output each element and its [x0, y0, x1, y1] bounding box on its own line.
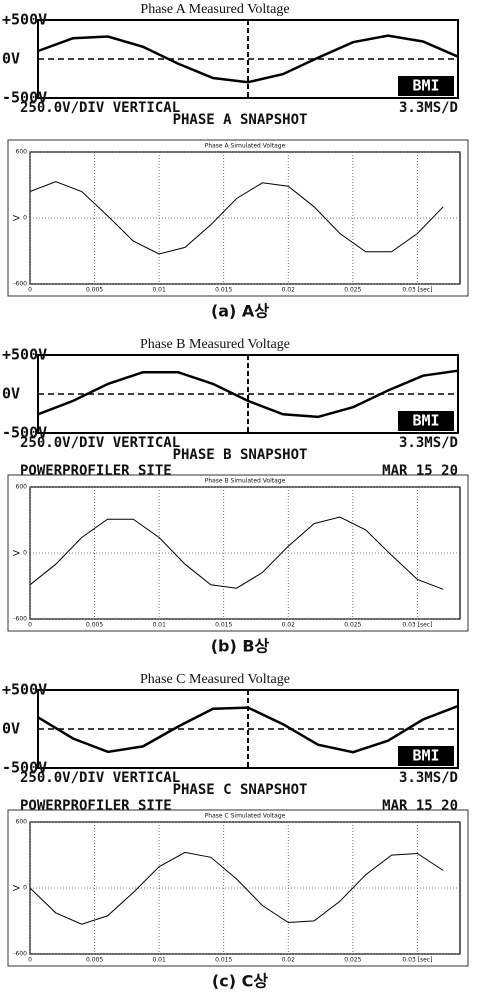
chart-title: Phase B Measured Voltage	[140, 337, 290, 352]
y-tick-label: 600	[16, 484, 28, 491]
scale-label: 250.0V/DIV VERTICAL	[20, 435, 180, 451]
scale-label: 250.0V/DIV VERTICAL	[20, 770, 180, 786]
y-tick-label: 600	[16, 149, 28, 156]
x-tick-label: 0.015	[215, 957, 232, 964]
y-axis-label: V	[13, 214, 23, 221]
snapshot-label: PHASE A SNAPSHOT	[173, 112, 308, 128]
y-tick-label: 0	[23, 215, 27, 222]
chart-title: Phase C Simulated Voltage	[205, 813, 286, 820]
y-tick-label: 0	[23, 885, 27, 892]
x-tick-label: 0.005	[86, 622, 103, 629]
y-tick-label: 0V	[2, 50, 20, 68]
caption: (c) C상	[212, 972, 268, 991]
x-tick-label: 0.01	[152, 287, 166, 294]
caption: (b) B상	[211, 637, 270, 656]
x-tick-label: 0.03 [sec]	[402, 287, 432, 294]
logo: BMI	[412, 747, 439, 765]
x-tick-label: 0.03 [sec]	[402, 957, 432, 964]
figure: Phase A Measured Voltage+500V0V-500VBMI2…	[0, 0, 504, 1002]
x-tick-label: 0.01	[152, 957, 166, 964]
y-axis-label: V	[13, 884, 23, 891]
y-tick-label: 0V	[2, 720, 20, 738]
x-tick-label: 0.005	[86, 287, 103, 294]
chart-title: Phase B Simulated Voltage	[205, 478, 286, 485]
x-tick-label: 0	[28, 957, 32, 964]
x-tick-label: 0.015	[215, 622, 232, 629]
page: Phase A Measured Voltage+500V0V-500VBMI2…	[0, 0, 504, 1002]
time-label: 3.3MS/D	[399, 435, 458, 451]
date-label: MAR 15 20	[382, 798, 458, 814]
chart-title: Phase A Simulated Voltage	[205, 143, 286, 150]
x-tick-label: 0.015	[215, 287, 232, 294]
y-tick-label: -600	[13, 951, 27, 958]
x-tick-label: 0.025	[344, 957, 361, 964]
y-tick-label: +500V	[2, 681, 47, 699]
logo: BMI	[412, 77, 439, 95]
x-tick-label: 0.025	[344, 622, 361, 629]
snapshot-label: PHASE C SNAPSHOT	[173, 782, 308, 798]
y-axis-label: V	[13, 549, 23, 556]
chart-title: Phase C Measured Voltage	[140, 672, 290, 687]
logo: BMI	[412, 412, 439, 430]
x-tick-label: 0	[28, 622, 32, 629]
y-tick-label: -600	[13, 616, 27, 623]
x-tick-label: 0	[28, 287, 32, 294]
caption: (a) A상	[211, 302, 269, 321]
y-tick-label: 600	[16, 819, 28, 826]
y-tick-label: +500V	[2, 346, 47, 364]
date-label: MAR 15 20	[382, 463, 458, 479]
x-tick-label: 0.025	[344, 287, 361, 294]
x-tick-label: 0.03 [sec]	[402, 622, 432, 629]
x-tick-label: 0.01	[152, 622, 166, 629]
x-tick-label: 0.02	[282, 622, 296, 629]
x-tick-label: 0.005	[86, 957, 103, 964]
y-tick-label: 0V	[2, 385, 20, 403]
x-tick-label: 0.02	[282, 957, 296, 964]
chart-title: Phase A Measured Voltage	[140, 2, 289, 17]
scale-label: 250.0V/DIV VERTICAL	[20, 100, 180, 116]
y-tick-label: 0	[23, 550, 27, 557]
time-label: 3.3MS/D	[399, 100, 458, 116]
site-label: POWERPROFILER SITE	[20, 463, 172, 479]
site-label: POWERPROFILER SITE	[20, 798, 172, 814]
y-tick-label: -600	[13, 281, 27, 288]
time-label: 3.3MS/D	[399, 770, 458, 786]
y-tick-label: +500V	[2, 11, 47, 29]
x-tick-label: 0.02	[282, 287, 296, 294]
snapshot-label: PHASE B SNAPSHOT	[173, 447, 308, 463]
